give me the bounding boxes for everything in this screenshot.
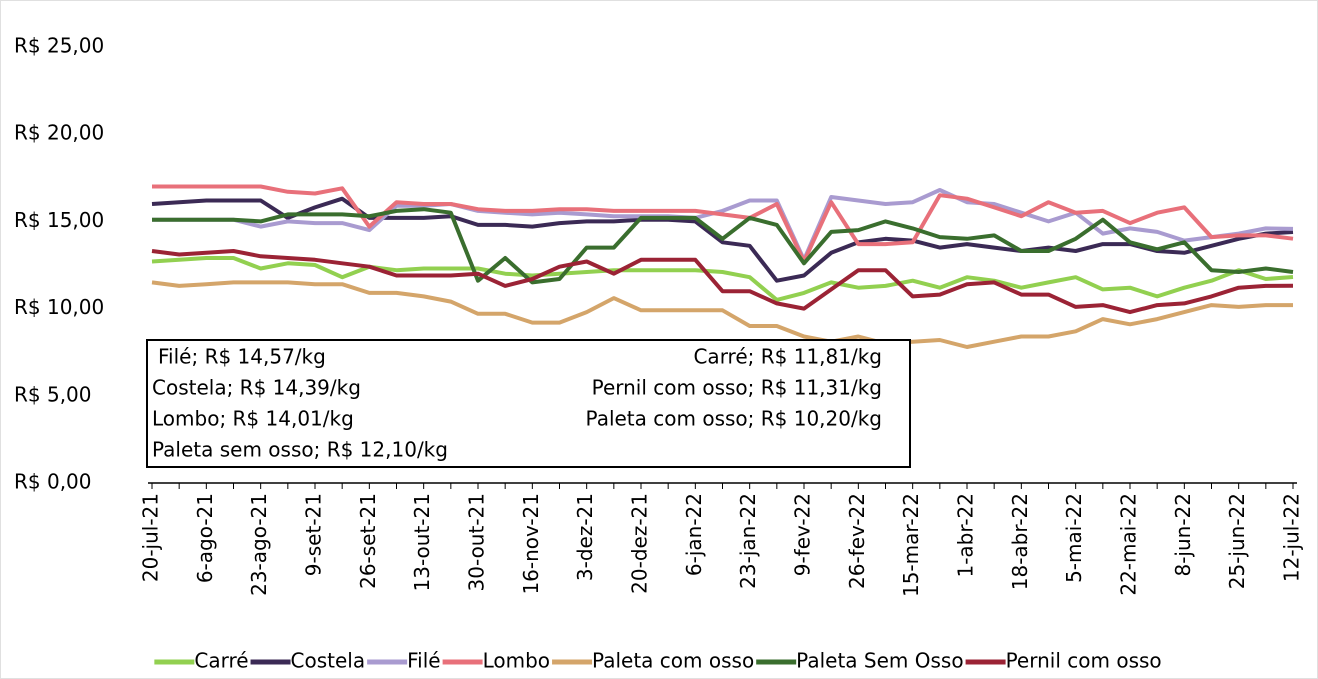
y-tick-label: R$ 25,00 (14, 34, 104, 58)
x-tick-label: 1-abr-22 (954, 493, 978, 578)
annotation: Paleta sem osso; R$ 12,10/kg (152, 438, 448, 462)
legend-label: Costela (291, 649, 366, 673)
x-tick-label: 30-out-21 (465, 493, 489, 591)
annotation: Pernil com osso; R$ 11,31/kg (592, 376, 882, 400)
legend-label: Paleta com osso (592, 649, 754, 673)
x-tick-label: 22-mai-22 (1117, 493, 1141, 596)
y-tick-label: R$ 0,00 (14, 470, 92, 494)
y-tick-label: R$ 15,00 (14, 208, 104, 232)
x-tick-label: 9-set-21 (302, 493, 326, 576)
x-tick-label: 25-jun-22 (1225, 493, 1249, 589)
annotation: Carré; R$ 11,81/kg (693, 345, 882, 369)
x-tick-label: 26-fev-22 (845, 493, 869, 589)
series-line (152, 184, 1294, 264)
series-line (151, 196, 1294, 283)
x-tick-label: 8-jun-22 (1171, 493, 1195, 577)
legend-label: Paleta Sem Osso (796, 649, 963, 673)
annotation: Costela; R$ 14,39/kg (152, 376, 361, 400)
x-tick-label: 20-dez-21 (628, 493, 652, 594)
annotation-box (146, 339, 911, 468)
legend-label: Carré (194, 649, 248, 673)
legend-label: Lombo (483, 649, 550, 673)
x-tick-label: 20-jul-21 (139, 493, 163, 582)
annotation: Paleta com osso; R$ 10,20/kg (586, 407, 882, 431)
x-tick-label: 5-mai-22 (1062, 493, 1086, 583)
series-line (151, 249, 1294, 315)
legend-label: Pernil com osso (1006, 649, 1162, 673)
x-tick-label: 13-out-21 (410, 493, 434, 591)
x-tick-label: 18-abr-22 (1008, 493, 1032, 590)
series-line (152, 188, 1294, 262)
legend: Carré Costela Filé Lombo Paleta com osso Pale… (154, 649, 1162, 673)
y-tick-label: R$ 20,00 (14, 121, 104, 145)
x-tick-label: 12-jul-22 (1280, 493, 1304, 582)
x-tick-label: 6-ago-21 (193, 493, 217, 583)
annotation: Filé; R$ 14,57/kg (158, 345, 326, 369)
x-tick-label: 23-jan-22 (736, 493, 760, 589)
x-tick-label: 16-nov-21 (519, 493, 543, 595)
annotation: Lombo; R$ 14,01/kg (152, 407, 354, 431)
y-tick-label: R$ 5,00 (14, 382, 92, 406)
series-line (151, 280, 1293, 349)
x-tick-label: 6-jan-22 (682, 493, 706, 576)
x-tick-label: 3-dez-21 (573, 493, 597, 581)
x-tick-label: 9-fev-22 (791, 493, 815, 576)
x-tick-label: 23-ago-21 (247, 493, 271, 596)
y-tick-label: R$ 10,00 (14, 295, 104, 319)
series-line (152, 207, 1294, 285)
x-tick-label: 15-mar-22 (899, 493, 923, 597)
legend-label: Filé (407, 649, 440, 673)
x-tick-label: 26-set-21 (356, 493, 380, 589)
series-line (151, 256, 1294, 302)
